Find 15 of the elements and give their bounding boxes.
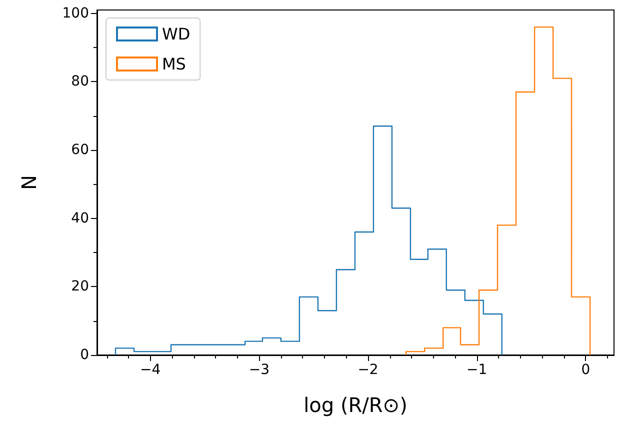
x-tick-label: −1 bbox=[466, 362, 488, 378]
y-tick-label: 60 bbox=[71, 142, 89, 158]
x-tick-label: −4 bbox=[140, 362, 161, 378]
x-axis-title: log (R/R⊙) bbox=[304, 393, 408, 417]
y-tick-label: 100 bbox=[62, 5, 89, 22]
y-tick-label: 0 bbox=[80, 347, 89, 363]
x-tick-label: −3 bbox=[248, 362, 270, 378]
y-tick-label: 20 bbox=[71, 278, 89, 295]
legend-label: MS bbox=[162, 54, 186, 74]
y-tick-label: 40 bbox=[71, 210, 89, 226]
y-tick-label: 80 bbox=[71, 74, 89, 90]
y-axis-title: N bbox=[17, 175, 41, 190]
x-tick-label: 0 bbox=[581, 362, 590, 378]
x-tick-label: −2 bbox=[358, 362, 378, 378]
legend-label: WD bbox=[162, 24, 190, 44]
